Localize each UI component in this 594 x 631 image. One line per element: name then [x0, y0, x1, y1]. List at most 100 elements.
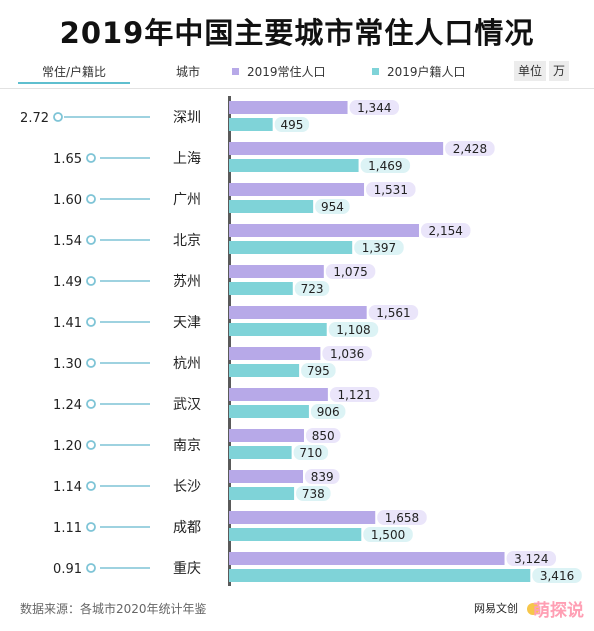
hukou-value-pill: [293, 445, 329, 460]
ratio-label: 1.60: [53, 193, 82, 208]
resident-bar: [229, 142, 444, 155]
ratio-label: 1.11: [53, 521, 82, 536]
city-label: 长沙: [173, 479, 201, 495]
hukou-bar: [229, 200, 314, 213]
hukou-value-pill: [315, 199, 350, 214]
resident-value-label: 850: [312, 429, 335, 443]
resident-value-label: 839: [311, 470, 334, 484]
brand-logo-text: 网易文创: [474, 602, 518, 615]
ratio-label: 1.30: [53, 357, 82, 372]
ratio-marker: [53, 112, 63, 122]
ratio-label: 1.14: [53, 480, 82, 495]
city-label: 成都: [173, 520, 201, 536]
category-axis-line: [228, 96, 231, 586]
city-column-header: 城市: [175, 65, 200, 79]
city-label: 天津: [173, 315, 201, 331]
hukou-value-label: 723: [301, 282, 324, 296]
resident-value-label: 1,036: [330, 347, 364, 361]
ratio-column-header: 常住/户籍比: [18, 62, 130, 84]
unit-label: 单位: [514, 61, 547, 81]
ratio-marker: [86, 358, 96, 368]
resident-bar: [229, 183, 365, 196]
resident-bar: [229, 388, 328, 401]
header-divider: [0, 88, 594, 89]
resident-bar: [229, 224, 419, 237]
resident-value-pill: [368, 305, 419, 320]
resident-bar: [229, 470, 303, 483]
ratio-marker: [86, 153, 96, 163]
hukou-value-label: 1,108: [336, 323, 370, 337]
resident-value-label: 1,531: [374, 183, 408, 197]
resident-bar: [229, 306, 367, 319]
hukou-value-pill: [328, 322, 379, 337]
hukou-bar: [229, 405, 309, 418]
watermark-text: 萌探说: [533, 601, 584, 621]
ratio-marker: [86, 563, 96, 573]
city-label: 上海: [173, 151, 201, 167]
hukou-value-pill: [363, 527, 413, 542]
legend-hukou-label: 2019户籍人口: [387, 65, 466, 79]
hukou-value-label: 1,500: [371, 528, 405, 542]
hukou-value-label: 1,397: [362, 241, 396, 255]
resident-value-pill: [325, 264, 376, 279]
legend-hukou-swatch: [372, 68, 379, 75]
resident-bar: [229, 552, 505, 565]
hukou-bar: [229, 282, 293, 295]
city-label: 深圳: [173, 110, 201, 126]
resident-value-pill: [506, 551, 557, 566]
unit-value: 万: [549, 61, 570, 81]
hukou-value-pill: [294, 281, 330, 296]
hukou-value-label: 1,469: [368, 159, 402, 173]
ratio-label: 0.91: [53, 562, 82, 577]
ratio-label: 1.24: [53, 398, 82, 413]
city-label: 广州: [173, 192, 201, 208]
city-label: 杭州: [173, 356, 201, 372]
hukou-value-label: 3,416: [540, 569, 574, 583]
resident-value-label: 1,658: [385, 511, 419, 525]
city-label: 武汉: [173, 397, 201, 413]
resident-value-label: 3,124: [514, 552, 548, 566]
resident-value-label: 1,075: [333, 265, 367, 279]
hukou-bar: [229, 569, 531, 582]
hukou-bar: [229, 241, 353, 254]
ratio-marker: [86, 399, 96, 409]
hukou-bar: [229, 159, 359, 172]
ratio-label: 1.20: [53, 439, 82, 454]
hukou-value-pill: [532, 568, 582, 583]
city-label: 重庆: [173, 561, 201, 577]
resident-value-pill: [322, 346, 372, 361]
ratio-marker: [86, 317, 96, 327]
ratio-marker: [86, 194, 96, 204]
resident-value-label: 2,428: [453, 142, 487, 156]
resident-value-label: 2,154: [429, 224, 463, 238]
hukou-value-pill: [360, 158, 411, 173]
city-label: 苏州: [173, 274, 201, 290]
hukou-value-label: 954: [321, 200, 344, 214]
resident-value-pill: [305, 428, 341, 443]
city-label: 北京: [173, 233, 201, 249]
hukou-value-pill: [310, 404, 346, 419]
hukou-value-label: 495: [280, 118, 303, 132]
hukou-value-pill: [296, 486, 331, 501]
legend-hukou: 2019户籍人口: [372, 62, 466, 82]
resident-value-pill: [304, 469, 340, 484]
ratio-marker: [86, 522, 96, 532]
ratio-marker: [86, 276, 96, 286]
hukou-value-pill: [301, 363, 336, 378]
resident-value-pill: [349, 100, 400, 115]
ratio-marker: [86, 481, 96, 491]
data-source-note: 数据来源：各城市2020年统计年鉴: [20, 602, 207, 616]
resident-value-pill: [420, 223, 471, 238]
unit-indicator: 单位万: [514, 61, 570, 81]
resident-value-label: 1,344: [357, 101, 391, 115]
hukou-value-pill: [274, 117, 310, 132]
hukou-value-pill: [354, 240, 404, 255]
hukou-bar: [229, 487, 295, 500]
resident-bar: [229, 511, 376, 524]
ratio-marker: [86, 440, 96, 450]
watermark-dot: [527, 603, 539, 615]
ratio-label: 1.65: [53, 152, 82, 167]
resident-bar: [229, 101, 348, 114]
legend-resident: 2019常住人口: [232, 62, 326, 82]
